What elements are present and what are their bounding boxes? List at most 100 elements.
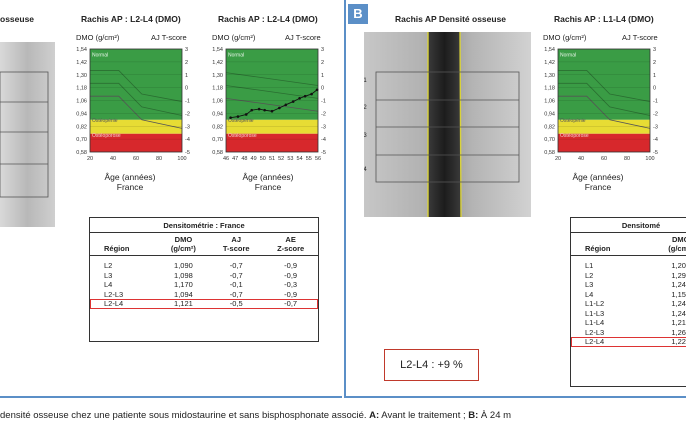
y-tick-label: 1,18 (544, 86, 555, 92)
zone-label: Normal (560, 53, 576, 59)
y2-tick-label: -3 (653, 124, 658, 130)
zone-label: Normal (228, 53, 244, 59)
y-tick-label: 0,82 (76, 124, 87, 130)
y2-tick-label: 2 (321, 60, 324, 66)
chart3-ylabel: DMO (g/cm²) (543, 33, 587, 42)
x-tick-label: 80 (156, 156, 162, 162)
y-tick-label: 0,82 (212, 124, 223, 130)
table-a-header-region: Région (104, 244, 130, 253)
x-tick-label: 60 (133, 156, 139, 162)
y-tick-label: 0,70 (76, 137, 87, 143)
spine-scan-a (0, 42, 55, 227)
zone-label: Ostéoporose (92, 133, 121, 139)
bmd-reference-chart-a: Normal Ostéopénie Ostéoporose 1,54 1,42 1,30 1… (76, 47, 190, 162)
reference-curve (90, 70, 183, 102)
table-row: L41,155 (585, 289, 686, 299)
y-tick-label: 1,18 (212, 86, 223, 92)
osteoporosis-zone (90, 133, 182, 152)
table-row: L3 1,098 -0,7 -0,9 (104, 270, 298, 280)
zone-label: Ostéoporose (228, 133, 257, 139)
zone-label: Ostéopénie (92, 118, 118, 124)
y-tick-label: 0,58 (212, 150, 223, 156)
y-tick-label: 1,30 (76, 73, 87, 79)
densitometry-table-a: Densitométrie : France Région DMO (g/cm²)… (89, 217, 319, 342)
y-tick-label: 1,30 (212, 73, 223, 79)
y2-tick-label: 3 (321, 47, 324, 53)
table-b-title: Densitomé (571, 218, 686, 233)
chart1-xlabel: Âge (années) (104, 172, 156, 182)
vertebra-label: L2 (364, 105, 367, 111)
chart2-ylabel: DMO (g/cm²) (212, 33, 256, 42)
y2-tick-label: 0 (321, 86, 324, 92)
y2-tick-label: -5 (653, 150, 658, 156)
zone-label: Ostéopénie (560, 118, 586, 124)
vertebra-label: L1 (364, 78, 367, 84)
y-tick-label: 1,06 (212, 99, 223, 105)
table-a-title: Densitométrie : France (90, 218, 318, 233)
y2-tick-label: -2 (321, 111, 326, 117)
table-row: L31,246 (585, 280, 686, 289)
plot-frame (225, 48, 319, 153)
y2-tick-label: -3 (185, 124, 190, 130)
spine-scan-b: L1 L2 L3 L4 (364, 32, 531, 217)
chart1-country: France (116, 182, 144, 192)
y2-tick-label: 0 (653, 86, 656, 92)
normal-zone (558, 49, 650, 120)
y2-tick-label: -2 (185, 111, 190, 117)
table-row-highlighted: L2-L41,222 (571, 337, 686, 347)
y-tick-label: 1,42 (544, 60, 555, 66)
x-tick-label: 56 (315, 156, 321, 162)
x-tick-label: 47 (232, 156, 238, 162)
chart3-title: Rachis AP : L1-L4 (DMO) (554, 14, 654, 24)
x-tick-label: 60 (601, 156, 607, 162)
reference-curve (225, 97, 319, 112)
table-row: L11,201 (585, 261, 686, 270)
y-tick-label: 0,94 (212, 111, 223, 117)
data-point (263, 108, 266, 112)
panel-b: B Rachis AP Densité osseuse L1 L2 L3 (344, 0, 686, 398)
y2-tick-label: 2 (185, 60, 188, 66)
data-point (284, 103, 288, 107)
x-tick-label: 46 (223, 156, 229, 162)
x-tick-label: 40 (578, 156, 584, 162)
data-point (315, 88, 319, 92)
y2-tick-label: 1 (653, 73, 656, 79)
panel-a: osseuse Rachis AP : L2-L4 (DMO) DMO (g/c… (0, 0, 342, 398)
reference-curve (90, 95, 183, 129)
x-tick-label: 49 (251, 156, 257, 162)
data-point (310, 92, 313, 96)
y-tick-label: 0,70 (544, 137, 555, 143)
y-tick-label: 1,18 (76, 86, 87, 92)
y-tick-label: 1,42 (212, 60, 223, 66)
y-tick-label: 1,42 (76, 60, 87, 66)
x-tick-label: 20 (555, 156, 561, 162)
y2-tick-label: 2 (653, 60, 656, 66)
x-tick-label: 100 (177, 156, 186, 162)
chart2-y2label: AJ T-score (285, 33, 321, 42)
panel-b-label: B (348, 4, 368, 24)
data-point (244, 113, 248, 116)
chart2-title: Rachis AP : L2-L4 (DMO) (218, 14, 318, 24)
x-tick-label: 20 (87, 156, 93, 162)
data-point (298, 97, 301, 100)
reference-curve (225, 72, 319, 86)
data-point (291, 100, 295, 103)
vertebra-label: L4 (364, 167, 367, 173)
y2-tick-label: -1 (653, 99, 658, 105)
data-point (303, 94, 307, 98)
table-row: L21,292 (585, 270, 686, 280)
table-b-header-region: Région (585, 244, 611, 253)
y2-tick-label: -3 (321, 124, 326, 130)
y2-tick-label: 3 (653, 47, 656, 53)
y-tick-label: 0,70 (212, 137, 223, 143)
table-row: L1-L31,245 (585, 308, 686, 318)
bmd-reference-chart-b: Normal Ostéopénie Ostéoporose 1,54 1,42 1,30 1… (544, 47, 658, 162)
table-row: L2-L3 1,094 -0,7 -0,9 (104, 289, 298, 299)
y2-tick-label: -4 (653, 137, 658, 143)
x-tick-label: 80 (624, 156, 630, 162)
chart3-y2label: AJ T-score (622, 33, 658, 42)
reference-curve (90, 82, 183, 116)
zone-label: Ostéopénie (228, 118, 254, 124)
x-tick-label: 50 (260, 156, 266, 162)
data-point (229, 116, 232, 119)
